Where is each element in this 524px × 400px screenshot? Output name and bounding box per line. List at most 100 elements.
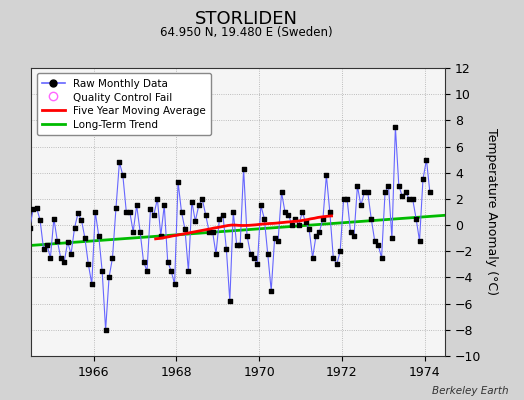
Point (60, 258, 69, 265)
Point (184, 268, 193, 274)
Point (118, 172, 127, 178)
Point (39, 246, 48, 252)
Point (126, 209, 134, 215)
Point (236, 242, 244, 248)
Point (94, 232, 103, 239)
Point (412, 215, 420, 222)
Point (281, 209, 289, 215)
Point (391, 124, 400, 130)
Point (136, 228, 144, 235)
Point (416, 238, 424, 244)
Point (405, 196, 413, 202)
Point (277, 189, 286, 196)
Point (222, 246, 231, 252)
Text: STORLIDEN: STORLIDEN (195, 10, 298, 28)
Point (57, 255, 65, 261)
Point (374, 242, 383, 248)
Point (357, 202, 365, 209)
Point (150, 212, 158, 218)
Point (322, 172, 331, 178)
Point (239, 166, 248, 172)
Point (425, 189, 434, 196)
Point (170, 281, 179, 287)
Point (84, 261, 93, 268)
Point (340, 196, 348, 202)
Point (370, 238, 379, 244)
Point (181, 226, 189, 232)
Point (50, 215, 58, 222)
Point (325, 209, 334, 215)
Point (194, 202, 203, 209)
Point (15, 214, 24, 220)
Point (284, 212, 292, 218)
Point (215, 215, 224, 222)
Point (157, 232, 165, 239)
Point (253, 261, 261, 268)
Point (163, 258, 172, 265)
Point (122, 209, 130, 215)
Point (336, 248, 344, 254)
Point (43, 242, 51, 248)
Point (305, 226, 313, 232)
Point (353, 183, 362, 189)
Point (143, 268, 151, 274)
Point (250, 255, 258, 261)
Point (288, 222, 296, 228)
Point (291, 215, 300, 222)
Point (395, 183, 403, 189)
Point (112, 205, 120, 211)
Point (274, 238, 282, 244)
Point (219, 212, 227, 218)
Point (53, 238, 61, 244)
Point (381, 189, 389, 196)
Point (133, 202, 141, 209)
Point (384, 183, 392, 189)
Point (260, 215, 268, 222)
Legend: Raw Monthly Data, Quality Control Fail, Five Year Moving Average, Long-Term Tren: Raw Monthly Data, Quality Control Fail, … (37, 73, 211, 136)
Point (298, 209, 307, 215)
Point (160, 202, 168, 209)
Point (81, 235, 89, 241)
Point (129, 228, 137, 235)
Point (301, 219, 310, 226)
Point (388, 235, 396, 241)
Text: 64.950 N, 19.480 E (Sweden): 64.950 N, 19.480 E (Sweden) (160, 26, 333, 39)
Point (212, 251, 220, 257)
Point (102, 327, 110, 333)
Point (167, 268, 176, 274)
Point (312, 232, 320, 239)
Point (257, 202, 265, 209)
Point (209, 228, 217, 235)
Point (201, 212, 210, 218)
Point (205, 228, 213, 235)
Point (46, 255, 54, 261)
Text: Berkeley Earth: Berkeley Earth (432, 386, 508, 396)
Point (360, 189, 368, 196)
Point (188, 198, 196, 205)
Point (401, 189, 410, 196)
Point (309, 255, 317, 261)
Point (88, 281, 96, 287)
Point (333, 261, 341, 268)
Point (74, 210, 82, 216)
Point (32, 205, 41, 211)
Point (398, 193, 407, 200)
Point (229, 209, 237, 215)
Point (329, 255, 337, 261)
Point (70, 224, 79, 231)
Point (346, 228, 355, 235)
Point (139, 258, 148, 265)
Point (367, 215, 375, 222)
Point (177, 209, 185, 215)
Point (246, 251, 255, 257)
Point (77, 217, 85, 223)
Point (315, 228, 324, 235)
Point (174, 179, 182, 185)
Point (108, 255, 117, 261)
Point (19, 215, 27, 222)
Point (146, 206, 155, 212)
Point (267, 287, 276, 294)
Point (408, 196, 417, 202)
Point (377, 255, 386, 261)
Point (319, 215, 327, 222)
